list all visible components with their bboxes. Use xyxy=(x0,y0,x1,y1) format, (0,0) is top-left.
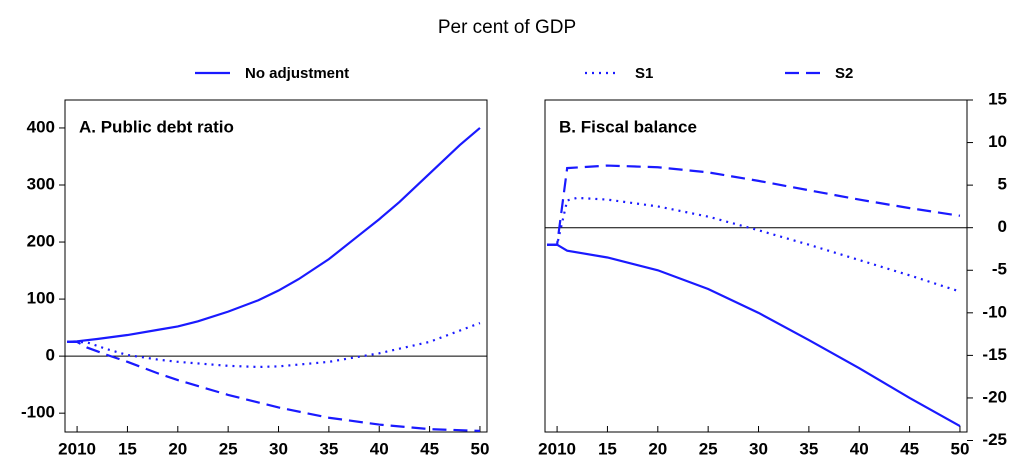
y-tick-label: -15 xyxy=(982,345,1007,364)
y-tick-label: 300 xyxy=(27,174,55,193)
x-tick-label: 2010 xyxy=(58,439,96,458)
x-tick-label: 35 xyxy=(799,439,818,458)
y-tick-label: -25 xyxy=(982,430,1007,449)
y-tick-label: 400 xyxy=(27,117,55,136)
x-tick-label: 15 xyxy=(598,439,617,458)
panel-title: A. Public debt ratio xyxy=(79,117,234,136)
panel-title: B. Fiscal balance xyxy=(559,117,697,136)
y-tick-label: -20 xyxy=(982,387,1007,406)
x-tick-label: 50 xyxy=(470,439,489,458)
x-tick-label: 40 xyxy=(850,439,869,458)
x-tick-label: 30 xyxy=(749,439,768,458)
x-tick-label: 15 xyxy=(118,439,137,458)
x-tick-label: 2010 xyxy=(538,439,576,458)
x-tick-label: 35 xyxy=(319,439,338,458)
x-tick-label: 20 xyxy=(168,439,187,458)
y-tick-label: 10 xyxy=(988,132,1007,151)
legend-label: S1 xyxy=(635,65,653,82)
x-tick-label: 45 xyxy=(420,439,439,458)
series-line xyxy=(547,164,961,246)
x-tick-label: 40 xyxy=(370,439,389,458)
y-tick-label: 0 xyxy=(46,346,55,365)
series-line xyxy=(67,340,480,432)
x-tick-label: 50 xyxy=(950,439,969,458)
chart-title: Per cent of GDP xyxy=(438,17,576,38)
plot-frame xyxy=(64,99,488,433)
series-line xyxy=(547,196,961,293)
y-tick-label: 5 xyxy=(998,175,1007,194)
x-tick-label: 25 xyxy=(699,439,718,458)
x-tick-label: 45 xyxy=(900,439,919,458)
legend-label: No adjustment xyxy=(245,65,349,82)
x-tick-label: 25 xyxy=(219,439,238,458)
series-line xyxy=(66,127,481,343)
y-tick-label: 100 xyxy=(27,289,55,308)
series-line xyxy=(67,322,481,369)
x-tick-label: 30 xyxy=(269,439,288,458)
legend-label: S2 xyxy=(835,65,853,82)
plot-frame xyxy=(544,99,968,433)
y-tick-label: 200 xyxy=(27,232,55,251)
y-tick-label: 15 xyxy=(988,89,1007,108)
y-tick-label: -10 xyxy=(982,302,1007,321)
y-tick-label: 0 xyxy=(998,217,1007,236)
series-line xyxy=(547,243,961,428)
x-tick-label: 20 xyxy=(648,439,667,458)
y-tick-label: -5 xyxy=(992,260,1007,279)
y-tick-label: -100 xyxy=(21,403,55,422)
